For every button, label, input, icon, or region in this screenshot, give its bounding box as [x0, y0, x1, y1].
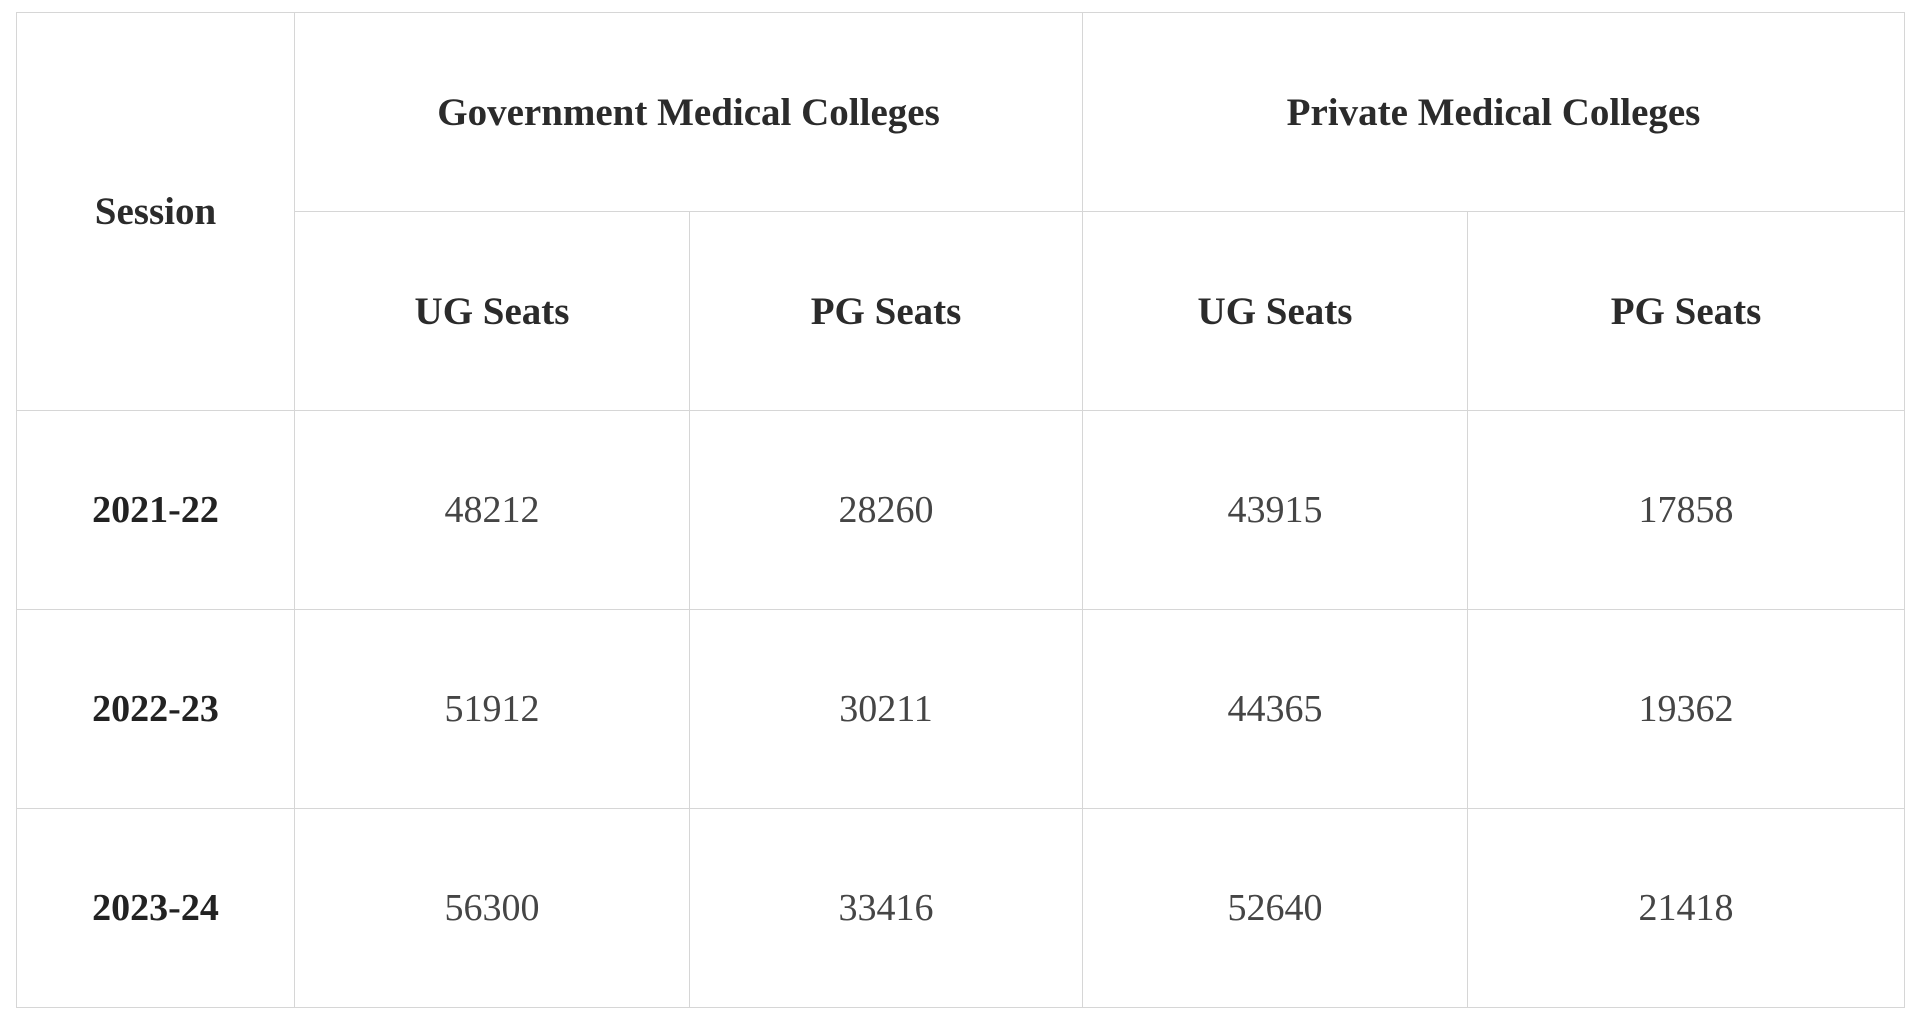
sub-header: PG Seats: [1467, 211, 1906, 411]
sub-header: UG Seats: [294, 211, 690, 411]
sub-header: PG Seats: [688, 211, 1084, 411]
header-cell: Session: [16, 12, 295, 411]
seat-cell: 21418: [1467, 808, 1906, 1008]
session-cell: 2021-22: [16, 410, 295, 610]
seat-cell: 48212: [294, 410, 690, 610]
table-row: 2023-24 56300 33416 52640 21418: [16, 808, 1906, 1008]
session-cell: 2023-24: [16, 808, 295, 1008]
session-cell: 2022-23: [16, 609, 295, 809]
seats-table: Session Government Medical Colleges Priv…: [16, 12, 1906, 1008]
seat-cell: 17858: [1467, 410, 1906, 610]
seat-cell: 33416: [688, 808, 1084, 1008]
seat-cell: 51912: [294, 609, 690, 809]
seat-cell: 28260: [688, 410, 1084, 610]
table-body: 2021-22 48212 28260 43915 17858 2022-23 51912 3…: [16, 410, 1906, 1008]
seat-cell: 56300: [294, 808, 690, 1008]
seat-cell: 19362: [1467, 609, 1906, 809]
seat-cell: 43915: [1082, 410, 1469, 610]
seat-cell: 52640: [1082, 808, 1469, 1008]
seat-cell: 30211: [688, 609, 1084, 809]
sub-header: UG Seats: [1082, 211, 1469, 411]
seat-cell: 44365: [1082, 609, 1469, 809]
table-row: 2021-22 48212 28260 43915 17858: [16, 410, 1906, 610]
group-header: Private Medical Colleges: [1082, 12, 1906, 212]
group-header: Government Medical Colleges: [293, 12, 1084, 212]
table-row: 2022-23 51912 30211 44365 19362: [16, 609, 1906, 809]
